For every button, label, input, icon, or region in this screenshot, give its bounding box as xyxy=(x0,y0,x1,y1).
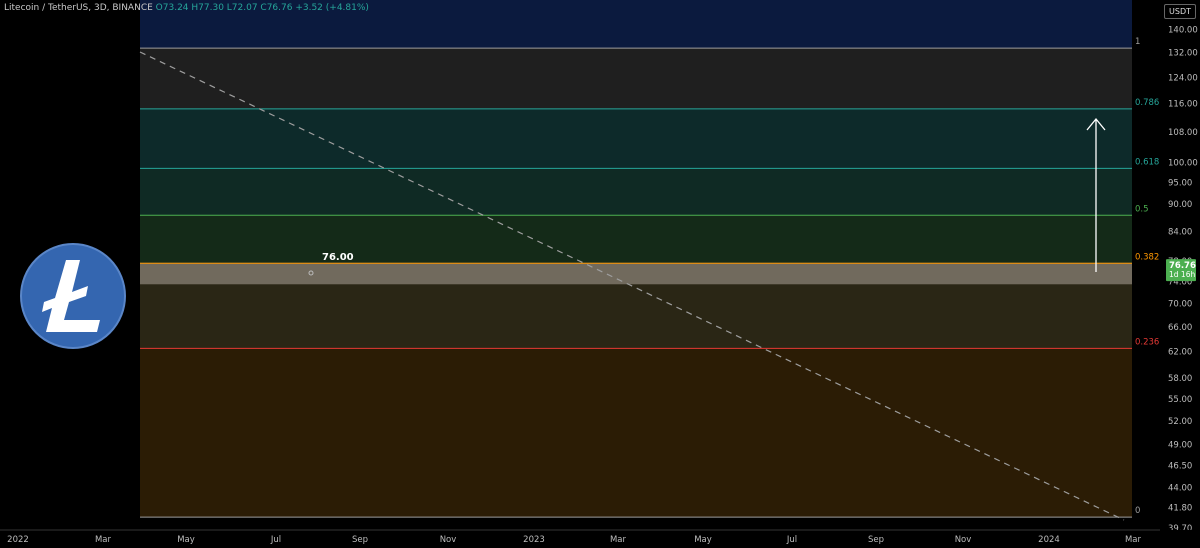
y-tick-label: 90.00 xyxy=(1168,200,1192,210)
fib-level-lines xyxy=(140,47,1132,518)
x-tick-label: 2023 xyxy=(523,535,545,545)
trend-line xyxy=(139,51,1125,521)
x-tick-label: Mar xyxy=(1125,535,1142,545)
y-tick-label: 116.00 xyxy=(1168,100,1198,110)
y-tick-label: 39.70 xyxy=(1168,524,1192,534)
fib-labels: 1 0.786 0.618 0.5 0.382 0.236 0 xyxy=(1135,37,1159,516)
fib-label-6: 0 xyxy=(1135,506,1140,516)
fib-label-5: 0.236 xyxy=(1135,337,1159,347)
y-tick-label: 49.00 xyxy=(1168,441,1192,451)
target-arrow xyxy=(1086,117,1106,272)
symbol-title[interactable]: Litecoin / TetherUS, 3D, BINANCE xyxy=(4,3,153,13)
y-tick-label: 140.00 xyxy=(1168,25,1198,35)
price-marker: 76.76 1d 16h xyxy=(1166,259,1196,282)
y-tick-label: 58.00 xyxy=(1168,374,1192,384)
fib-zones xyxy=(140,0,1132,518)
y-tick-label: 84.00 xyxy=(1168,227,1192,237)
y-tick-label: 62.00 xyxy=(1168,348,1192,358)
y-tick-label: 95.00 xyxy=(1168,179,1192,189)
y-tick-label: 66.00 xyxy=(1168,323,1192,333)
litecoin-logo-icon xyxy=(20,243,126,349)
y-tick-label: 100.00 xyxy=(1168,158,1198,168)
x-tick-label: Sep xyxy=(352,535,368,545)
y-tick-label: 41.80 xyxy=(1168,504,1192,514)
y-tick-label: 44.00 xyxy=(1168,483,1192,493)
y-tick-label: 108.00 xyxy=(1168,128,1198,138)
annotation-label: 76.00 xyxy=(322,252,354,263)
x-tick-label: Mar xyxy=(95,535,112,545)
x-tick-label: 2024 xyxy=(1038,535,1060,545)
price-marker-countdown: 1d 16h xyxy=(1169,270,1195,279)
x-tick-label: Mar xyxy=(610,535,627,545)
y-tick-label: 124.00 xyxy=(1168,73,1198,83)
fib-label-3: 0.5 xyxy=(1135,204,1149,214)
x-tick-label: May xyxy=(694,535,712,545)
x-tick-label: Nov xyxy=(955,535,972,545)
ohlc-values: O73.24 H77.30 L72.07 C76.76 +3.52 (+4.81… xyxy=(155,3,369,13)
fib-label-0: 1 xyxy=(1135,37,1140,47)
fib-label-4: 0.382 xyxy=(1135,252,1159,262)
y-tick-label: 46.50 xyxy=(1168,461,1192,471)
annotation-76: 76.00 xyxy=(308,252,354,276)
x-tick-label: Sep xyxy=(868,535,884,545)
chart-header: Litecoin / TetherUS, 3D, BINANCE O73.24 … xyxy=(4,3,369,13)
fib-label-1: 0.786 xyxy=(1135,98,1159,108)
price-marker-value: 76.76 xyxy=(1169,261,1196,271)
y-tick-label: 55.00 xyxy=(1168,395,1192,405)
x-tick-label: Nov xyxy=(440,535,457,545)
x-tick-label: May xyxy=(177,535,195,545)
currency-label[interactable]: USDT xyxy=(1164,4,1196,19)
x-tick-label: Jul xyxy=(786,535,797,545)
time-axis: 2022 Mar May Jul Sep Nov 2023 Mar May Jul Sep Nov 20… xyxy=(0,529,1200,548)
x-tick-label: Jul xyxy=(270,535,281,545)
y-tick-label: 74.00 xyxy=(1168,278,1192,288)
y-tick-label: 132.00 xyxy=(1168,49,1198,59)
y-tick-label: 52.00 xyxy=(1168,417,1192,427)
x-tick-label: 2022 xyxy=(7,535,29,545)
y-tick-label: 70.00 xyxy=(1168,300,1192,310)
fib-label-2: 0.618 xyxy=(1135,157,1159,167)
